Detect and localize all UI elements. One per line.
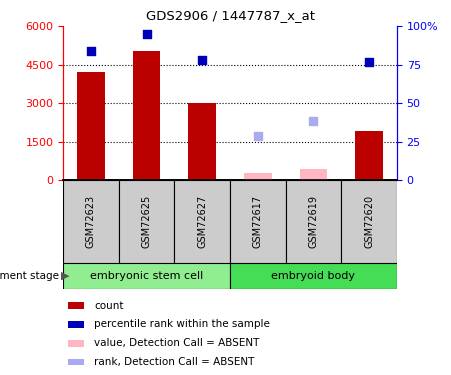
Bar: [230, 262, 397, 289]
Bar: [285, 180, 341, 262]
Point: [254, 134, 262, 140]
Text: embryoid body: embryoid body: [272, 271, 355, 280]
Bar: [68, 321, 84, 328]
Text: GSM72620: GSM72620: [364, 195, 374, 248]
Point: [365, 59, 373, 65]
Text: GSM72627: GSM72627: [197, 195, 207, 248]
Text: embryonic stem cell: embryonic stem cell: [90, 271, 203, 280]
Bar: [77, 72, 105, 180]
Text: ▶: ▶: [61, 271, 69, 280]
Text: GSM72617: GSM72617: [253, 195, 263, 248]
Bar: [230, 180, 285, 262]
Bar: [119, 180, 175, 262]
Title: GDS2906 / 1447787_x_at: GDS2906 / 1447787_x_at: [146, 9, 314, 22]
Bar: [63, 262, 230, 289]
Text: development stage: development stage: [0, 271, 59, 280]
Bar: [68, 302, 84, 309]
Bar: [175, 180, 230, 262]
Bar: [63, 180, 119, 262]
Text: rank, Detection Call = ABSENT: rank, Detection Call = ABSENT: [94, 357, 254, 367]
Bar: [133, 51, 161, 180]
Bar: [355, 131, 383, 180]
Text: GSM72619: GSM72619: [308, 195, 318, 248]
Text: percentile rank within the sample: percentile rank within the sample: [94, 320, 270, 329]
Point: [198, 57, 206, 63]
Bar: [244, 173, 272, 180]
Text: GSM72623: GSM72623: [86, 195, 96, 248]
Bar: [68, 340, 84, 346]
Text: GSM72625: GSM72625: [142, 195, 152, 248]
Bar: [299, 169, 327, 180]
Point: [310, 118, 317, 124]
Bar: [341, 180, 397, 262]
Text: count: count: [94, 301, 124, 310]
Point: [143, 31, 150, 37]
Bar: [68, 358, 84, 365]
Text: value, Detection Call = ABSENT: value, Detection Call = ABSENT: [94, 338, 260, 348]
Bar: [189, 103, 216, 180]
Point: [87, 48, 95, 54]
